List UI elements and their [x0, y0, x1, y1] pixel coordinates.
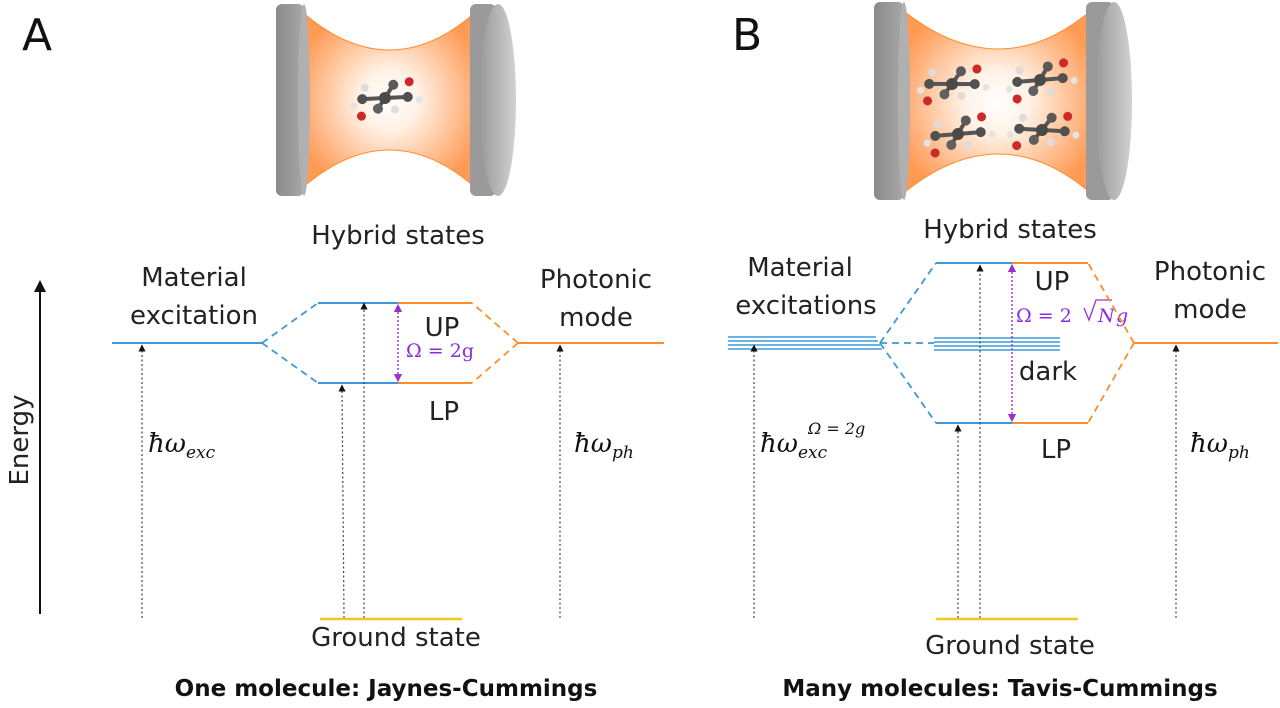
panel-b-exc-sup: Ω = 2g: [807, 419, 865, 438]
svg-text:N: N: [1097, 305, 1116, 327]
panel-b-exc-energy: ħωexc: [760, 429, 828, 463]
panel-a-material-label-2: excitation: [130, 301, 258, 331]
panel-a-letter: A: [22, 10, 52, 61]
panel-b-material-label-2: excitations: [735, 291, 876, 321]
panel-b-dark-label: dark: [1019, 357, 1077, 387]
panel-b-dark-levels: [934, 337, 1060, 351]
cavity-illustration-a: [276, 4, 516, 196]
panel-a-rabi-label: Ω = 2g: [406, 340, 474, 362]
panel-b-photonic-connector-lp: [1087, 342, 1135, 424]
panel-b-ground-label: Ground state: [925, 631, 1095, 661]
panel-b-material-levels: [728, 336, 882, 350]
panel-a: A Hybrid states Material excitation UP L…: [22, 4, 664, 702]
panel-a-hybrid-title: Hybrid states: [311, 221, 485, 251]
panel-a-photonic-connector-up: [471, 302, 519, 344]
svg-text:Ω = 2: Ω = 2: [1016, 305, 1072, 327]
panel-a-material-connector-lp: [261, 342, 319, 384]
panel-b-rabi-label: Ω = 2 N g: [1016, 299, 1128, 327]
panel-b-hybrid-title: Hybrid states: [923, 215, 1097, 245]
panel-a-caption: One molecule: Jaynes-Cummings: [175, 676, 598, 702]
panel-b-material-label: Material: [747, 253, 853, 283]
panel-a-lp-label: LP: [429, 397, 459, 427]
panel-a-exc-energy: ħωexc: [148, 429, 216, 463]
panel-a-photon-energy: ħωph: [574, 429, 634, 463]
panel-b-photon-energy: ħωph: [1190, 429, 1250, 463]
panel-b-photonic-label-2: mode: [1173, 295, 1247, 325]
panel-b-photonic-label: Photonic: [1154, 257, 1266, 287]
panel-a-ground-label: Ground state: [311, 623, 481, 653]
panel-b-material-connector-up: [879, 262, 937, 344]
panel-b-letter: B: [732, 10, 762, 61]
svg-text:g: g: [1116, 305, 1128, 327]
panel-b-caption: Many molecules: Tavis-Cummings: [782, 676, 1217, 702]
cavity-illustration-b: [874, 2, 1132, 200]
panel-a-material-connector-up: [261, 302, 319, 344]
panel-b-material-connector-lp: [879, 342, 937, 424]
panel-a-photonic-label: Photonic: [540, 265, 652, 295]
panel-a-photonic-label-2: mode: [559, 303, 633, 333]
panel-b-lp-label: LP: [1041, 435, 1071, 465]
energy-axis-label: Energy: [5, 394, 35, 485]
panel-a-up-label: UP: [425, 313, 460, 343]
panel-b: B Hybrid states Material excitations: [728, 2, 1278, 702]
panel-b-photonic-connector-up: [1087, 262, 1135, 344]
panel-b-up-label: UP: [1035, 267, 1070, 297]
panel-a-material-label: Material: [141, 263, 247, 293]
panel-a-photonic-connector-lp: [471, 342, 519, 384]
